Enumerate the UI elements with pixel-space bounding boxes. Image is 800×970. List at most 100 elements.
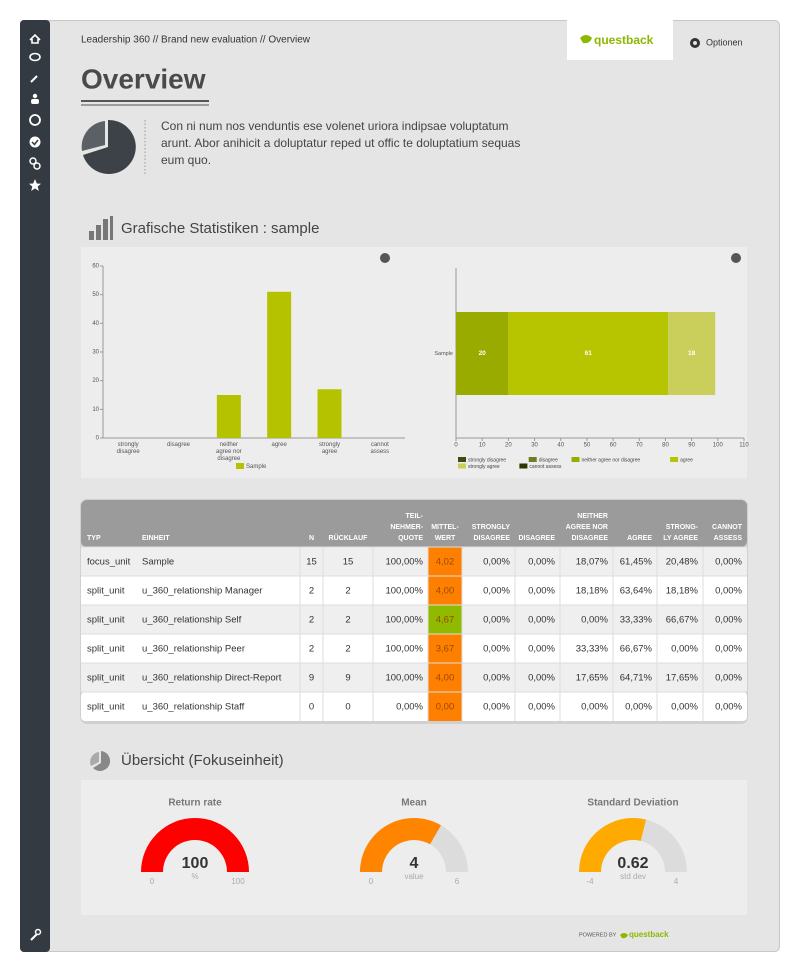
column-header: AGREE NOR <box>566 524 608 531</box>
table-row <box>81 692 747 721</box>
table-cell: focus_unit <box>87 557 131 568</box>
table-cell: 100,00% <box>385 673 423 684</box>
user-icon[interactable] <box>32 93 38 99</box>
label-line: agree <box>322 449 338 455</box>
chart-gear[interactable] <box>380 253 390 263</box>
star-icon[interactable] <box>29 179 41 191</box>
column-header: DISAGREE <box>571 535 608 542</box>
table-cell: 0,00% <box>581 702 608 713</box>
x-tick-label: 100 <box>713 443 724 449</box>
home-icon[interactable] <box>29 33 41 44</box>
table-cell: 9 <box>309 673 314 684</box>
legend-label: cannot assess <box>529 464 561 470</box>
gauge-value-arc <box>579 817 647 872</box>
wheel-icon[interactable] <box>29 114 41 126</box>
breadcrumb[interactable]: Leadership 360 // Brand new evaluation /… <box>81 35 311 46</box>
label-line: strongly <box>118 442 139 448</box>
links-icon[interactable] <box>29 157 37 165</box>
column-header: NEHMER- <box>390 524 423 531</box>
table-cell: split_unit <box>87 615 125 626</box>
column-header: NEITHER <box>577 513 608 520</box>
legend-label: strongly agree <box>468 464 500 470</box>
x-tick-label: 70 <box>636 443 643 449</box>
x-tick-label: 50 <box>584 443 591 449</box>
table-row <box>81 576 747 605</box>
x-tick-label: neither agree nor disagree <box>216 442 242 462</box>
table-cell: 20,48% <box>666 557 699 568</box>
table-cell: 18,07% <box>576 557 609 568</box>
gauge-value: 100 <box>182 855 209 872</box>
page-title: Overview <box>81 63 206 94</box>
column-header: N <box>309 535 314 542</box>
x-tick-label: 20 <box>505 443 512 449</box>
user-body <box>31 99 39 104</box>
mean-cell <box>428 634 462 663</box>
table-cell: 4,00 <box>436 586 455 597</box>
table-cell: 100,00% <box>385 586 423 597</box>
sidebar-icons <box>29 33 42 941</box>
tools-icon[interactable] <box>30 75 38 83</box>
section-title: Übersicht (Fokuseinheit) <box>121 751 284 769</box>
check-icon[interactable] <box>29 136 41 148</box>
options-button[interactable]: Optionen <box>706 37 743 47</box>
table-cell: 0 <box>345 702 350 713</box>
legend-label: agree <box>680 457 693 463</box>
table-cell: 2 <box>345 586 350 597</box>
mean-cell <box>428 692 462 721</box>
label-line: agree nor <box>216 449 242 455</box>
table-cell: u_360_relationship Staff <box>142 702 245 713</box>
table-cell: 4,67 <box>436 615 455 626</box>
mean-cell <box>428 663 462 692</box>
table-cell: 0 <box>309 702 314 713</box>
chart-gear[interactable] <box>731 253 741 263</box>
table-row <box>81 547 747 576</box>
table-cell: 0,00% <box>483 673 510 684</box>
table-cell: 9 <box>345 673 350 684</box>
label-line: strongly <box>319 442 340 448</box>
mean-cell <box>428 547 462 576</box>
legend-swatch <box>528 457 537 462</box>
x-tick-label: 40 <box>557 443 564 449</box>
legend-swatch <box>670 457 679 462</box>
x-tick-label: 60 <box>610 443 617 449</box>
column-header: RÜCKLAUF <box>329 533 369 542</box>
table-cell: 17,65% <box>576 673 609 684</box>
table-row <box>81 663 747 692</box>
y-tick-label: 10 <box>92 407 99 413</box>
table-cell: 0,00% <box>528 702 555 713</box>
gauge-max: 6 <box>455 877 460 886</box>
pie-icon <box>81 119 136 174</box>
table-cell: 0,00% <box>528 586 555 597</box>
table-cell: 0,00% <box>581 615 608 626</box>
check-mark <box>31 139 39 146</box>
table-cell: 0,00% <box>483 644 510 655</box>
settings-link-icon[interactable] <box>30 933 38 941</box>
x-tick-label: 110 <box>739 443 749 449</box>
table-cell: 0,00% <box>483 702 510 713</box>
stats-icon <box>89 216 113 240</box>
footer-powered: POWERED BY <box>579 932 617 938</box>
table-cell: 2 <box>345 644 350 655</box>
table-cell: 66,67% <box>620 644 653 655</box>
footer-logo: questback <box>629 930 669 939</box>
column-header: EINHEIT <box>142 535 170 542</box>
y-tick-label: 20 <box>92 378 99 384</box>
x-tick-label: cannot assess <box>370 442 389 455</box>
table-cell: u_360_relationship Direct-Report <box>142 673 282 684</box>
column-header: TEIL- <box>406 513 424 520</box>
x-tick-label: strongly disagree <box>117 442 141 455</box>
gauge-title: Return rate <box>168 798 222 809</box>
gauge-unit: % <box>191 872 198 881</box>
x-tick-label: disagree <box>167 442 191 448</box>
table-cell: 0,00% <box>671 644 698 655</box>
table-row <box>81 605 747 634</box>
table-cell: 2 <box>309 615 314 626</box>
legend-swatch <box>458 463 466 469</box>
table-cell: 17,65% <box>666 673 699 684</box>
view-icon[interactable] <box>29 52 41 62</box>
gauge-title: Mean <box>401 798 427 809</box>
logo[interactable]: questback <box>594 33 654 47</box>
y-tick-label: 60 <box>92 264 99 270</box>
y-tick-label: 40 <box>92 321 99 327</box>
table-cell: 0,00% <box>715 702 742 713</box>
